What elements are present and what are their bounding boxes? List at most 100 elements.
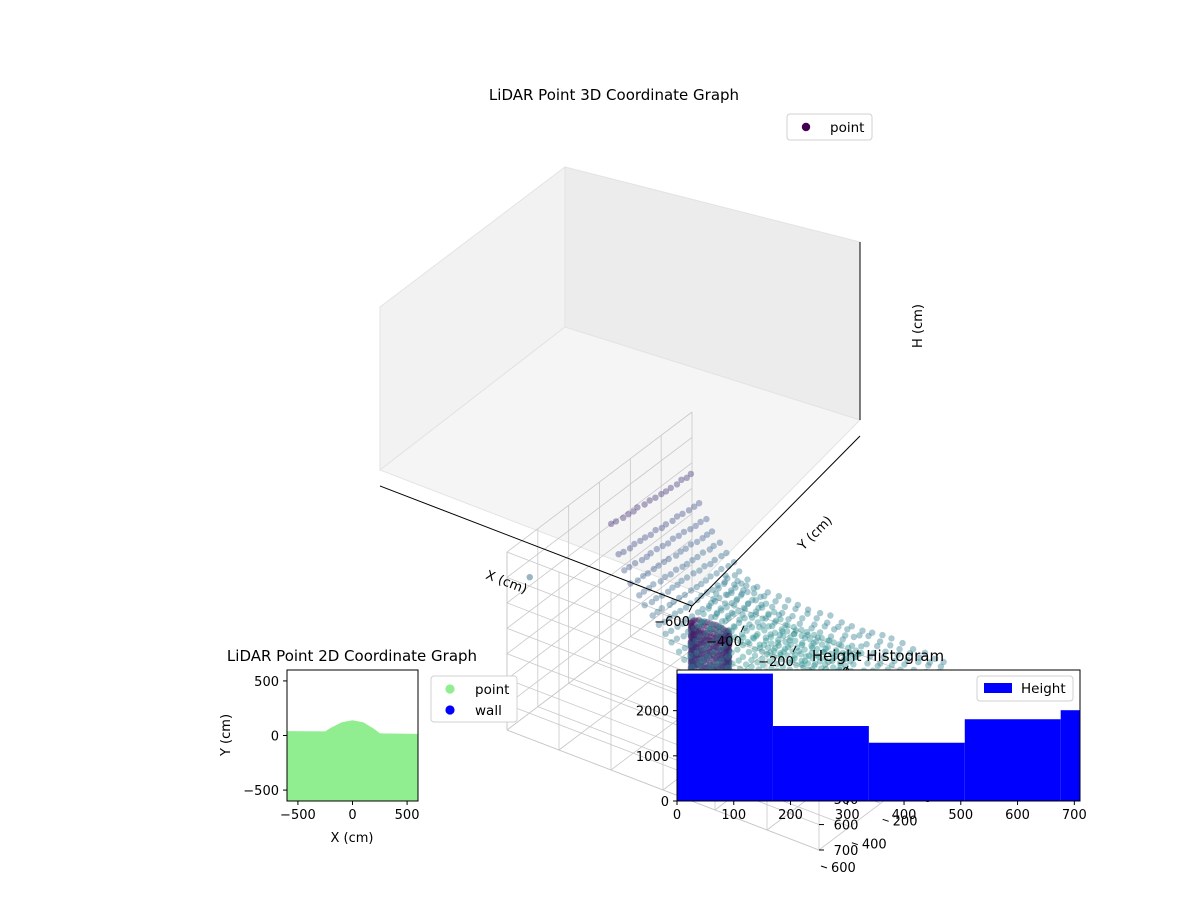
point-3d-1705 <box>741 605 749 613</box>
point-3d-1842 <box>683 474 690 481</box>
point-3d-22 <box>700 642 707 649</box>
point-3d-693 <box>725 646 733 654</box>
point-3d-896 <box>720 646 727 653</box>
grid-z-side-1 <box>506 437 693 578</box>
point-3d-1826 <box>781 603 789 611</box>
point-3d-1914 <box>852 647 860 654</box>
y-tick-label-3d-4: 200 <box>893 814 918 829</box>
point-3d-1849 <box>731 572 739 579</box>
point-3d-1681 <box>717 605 724 612</box>
point-3d-1667 <box>722 591 730 598</box>
chart-histogram: Height Histogram 0 100 200 300 400 500 600 7000… <box>636 647 1087 823</box>
point-3d-1661 <box>830 664 837 671</box>
point-3d-507 <box>725 643 732 650</box>
point-3d-1558 <box>758 648 766 655</box>
point-3d-722 <box>695 656 703 663</box>
point-3d-1676 <box>775 642 782 649</box>
point-3d-772 <box>698 657 705 665</box>
point-3d-666 <box>693 623 700 631</box>
point-3d-1222 <box>689 663 696 671</box>
point-3d-1401 <box>676 594 683 602</box>
point-3d-1823 <box>751 590 758 597</box>
point-3d-1744 <box>721 578 728 586</box>
point-3d-840 <box>722 627 729 634</box>
point-3d-672 <box>693 656 700 663</box>
chart-2d-point-region <box>287 720 418 801</box>
y-tick-label-2d-1: 0 <box>271 730 279 745</box>
point-3d-927 <box>707 648 714 655</box>
point-3d-1654 <box>748 624 756 631</box>
point-3d-332 <box>688 662 695 669</box>
point-3d-1911 <box>730 559 738 566</box>
point-3d-1872 <box>818 641 826 648</box>
point-3d-591 <box>725 654 733 661</box>
point-3d-1238 <box>620 548 627 556</box>
point-3d-434 <box>687 642 694 649</box>
point-3d-1342 <box>671 610 679 617</box>
point-3d-432 <box>687 632 694 640</box>
point-3d-1536 <box>662 521 670 528</box>
point-3d-770 <box>698 646 705 653</box>
point-3d-715 <box>695 616 703 623</box>
point-3d-1279 <box>687 641 694 648</box>
point-3d-1410 <box>669 584 676 591</box>
point-3d-245 <box>715 633 722 640</box>
point-3d-1568 <box>760 641 768 649</box>
point-3d-1627 <box>756 641 763 648</box>
histogram-bar-0 <box>677 673 773 801</box>
point-3d-1753 <box>745 600 752 607</box>
point-3d-1480 <box>715 622 722 629</box>
point-3d-1510 <box>679 563 686 570</box>
point-3d-718 <box>695 633 703 641</box>
point-3d-1284 <box>631 560 639 567</box>
point-3d-1787 <box>874 642 881 650</box>
point-3d-1428 <box>681 591 688 598</box>
point-3d-1737 <box>767 633 775 641</box>
point-3d-1838 <box>906 650 914 657</box>
point-3d-1499 <box>766 658 774 665</box>
point-3d-1563 <box>708 621 715 629</box>
point-3d-1366 <box>696 633 703 640</box>
point-3d-532 <box>688 630 695 637</box>
point-3d-270 <box>689 624 696 631</box>
chart-3d-legend-frame <box>786 113 873 141</box>
point-3d-1775 <box>749 596 756 604</box>
point-3d-953 <box>718 657 725 664</box>
point-3d-1859 <box>816 609 824 617</box>
point-3d-923 <box>707 625 714 633</box>
point-3d-1646 <box>850 661 857 668</box>
point-3d-723 <box>695 661 703 669</box>
point-3d-1026 <box>713 627 720 634</box>
point-3d-975 <box>710 621 717 628</box>
point-3d-326 <box>688 628 695 635</box>
point-3d-385 <box>687 650 695 657</box>
point-3d-1624 <box>804 660 812 667</box>
chart-3d-y-axis-label: Y (cm) <box>795 513 836 554</box>
point-3d-1824 <box>761 593 768 600</box>
point-3d-49 <box>703 655 710 662</box>
point-3d-359 <box>720 656 727 664</box>
y-tick-label-hist-1: 1000 <box>636 750 669 765</box>
point-3d-1890 <box>687 470 695 478</box>
point-3d-1687 <box>779 628 786 635</box>
point-3d-380 <box>687 622 695 630</box>
point-3d-1755 <box>765 610 772 617</box>
point-3d-505 <box>725 633 732 640</box>
point-3d-1675 <box>816 658 824 665</box>
point-3d-173 <box>693 643 700 651</box>
point-3d-1340 <box>666 601 673 609</box>
point-3d-1677 <box>797 650 804 658</box>
point-3d-329 <box>688 646 695 653</box>
point-3d-410 <box>722 663 729 670</box>
point-3d-435 <box>687 649 694 657</box>
point-3d-926 <box>707 643 714 650</box>
point-3d-171 <box>693 632 700 640</box>
point-3d-1634 <box>724 612 732 620</box>
point-3d-1642 <box>809 644 816 652</box>
point-3d-1746 <box>754 619 761 626</box>
point-3d-1743 <box>801 646 808 653</box>
point-3d-458 <box>723 649 731 657</box>
point-3d-871 <box>704 641 711 648</box>
point-3d-892 <box>720 626 727 633</box>
point-3d-1658 <box>667 484 674 492</box>
